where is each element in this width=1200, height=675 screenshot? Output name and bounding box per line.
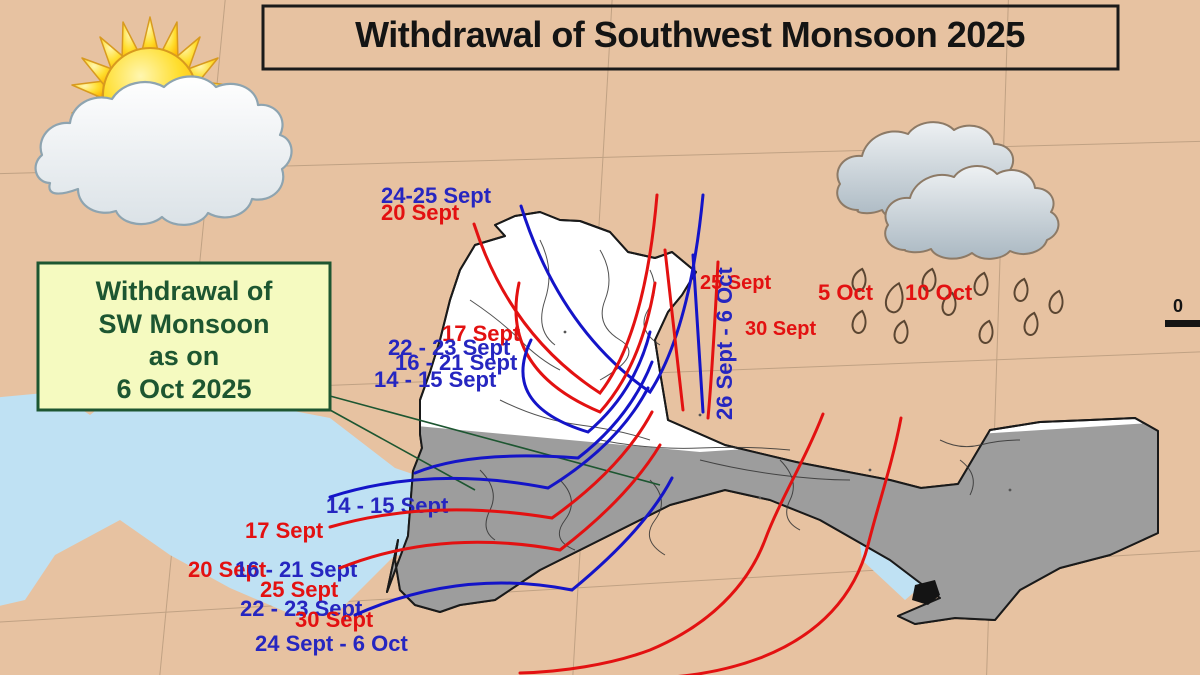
svg-text:5 Oct: 5 Oct [818,280,874,305]
svg-text:14 - 15 Sept: 14 - 15 Sept [374,367,497,392]
svg-text:20 Sept: 20 Sept [381,200,460,225]
svg-text:30 Sept: 30 Sept [745,318,816,340]
svg-text:as on: as on [149,341,220,371]
svg-text:24 Sept - 6 Oct: 24 Sept - 6 Oct [255,631,409,656]
svg-text:6 Oct 2025: 6 Oct 2025 [116,374,251,404]
svg-text:0: 0 [1173,296,1183,316]
svg-text:17 Sept: 17 Sept [245,518,324,543]
svg-text:Withdrawal of Southwest Monsoo: Withdrawal of Southwest Monsoon 2025 [355,14,1025,55]
svg-text:Withdrawal of: Withdrawal of [96,276,274,306]
svg-text:10 Oct: 10 Oct [905,280,973,305]
svg-text:SW Monsoon: SW Monsoon [99,309,270,339]
